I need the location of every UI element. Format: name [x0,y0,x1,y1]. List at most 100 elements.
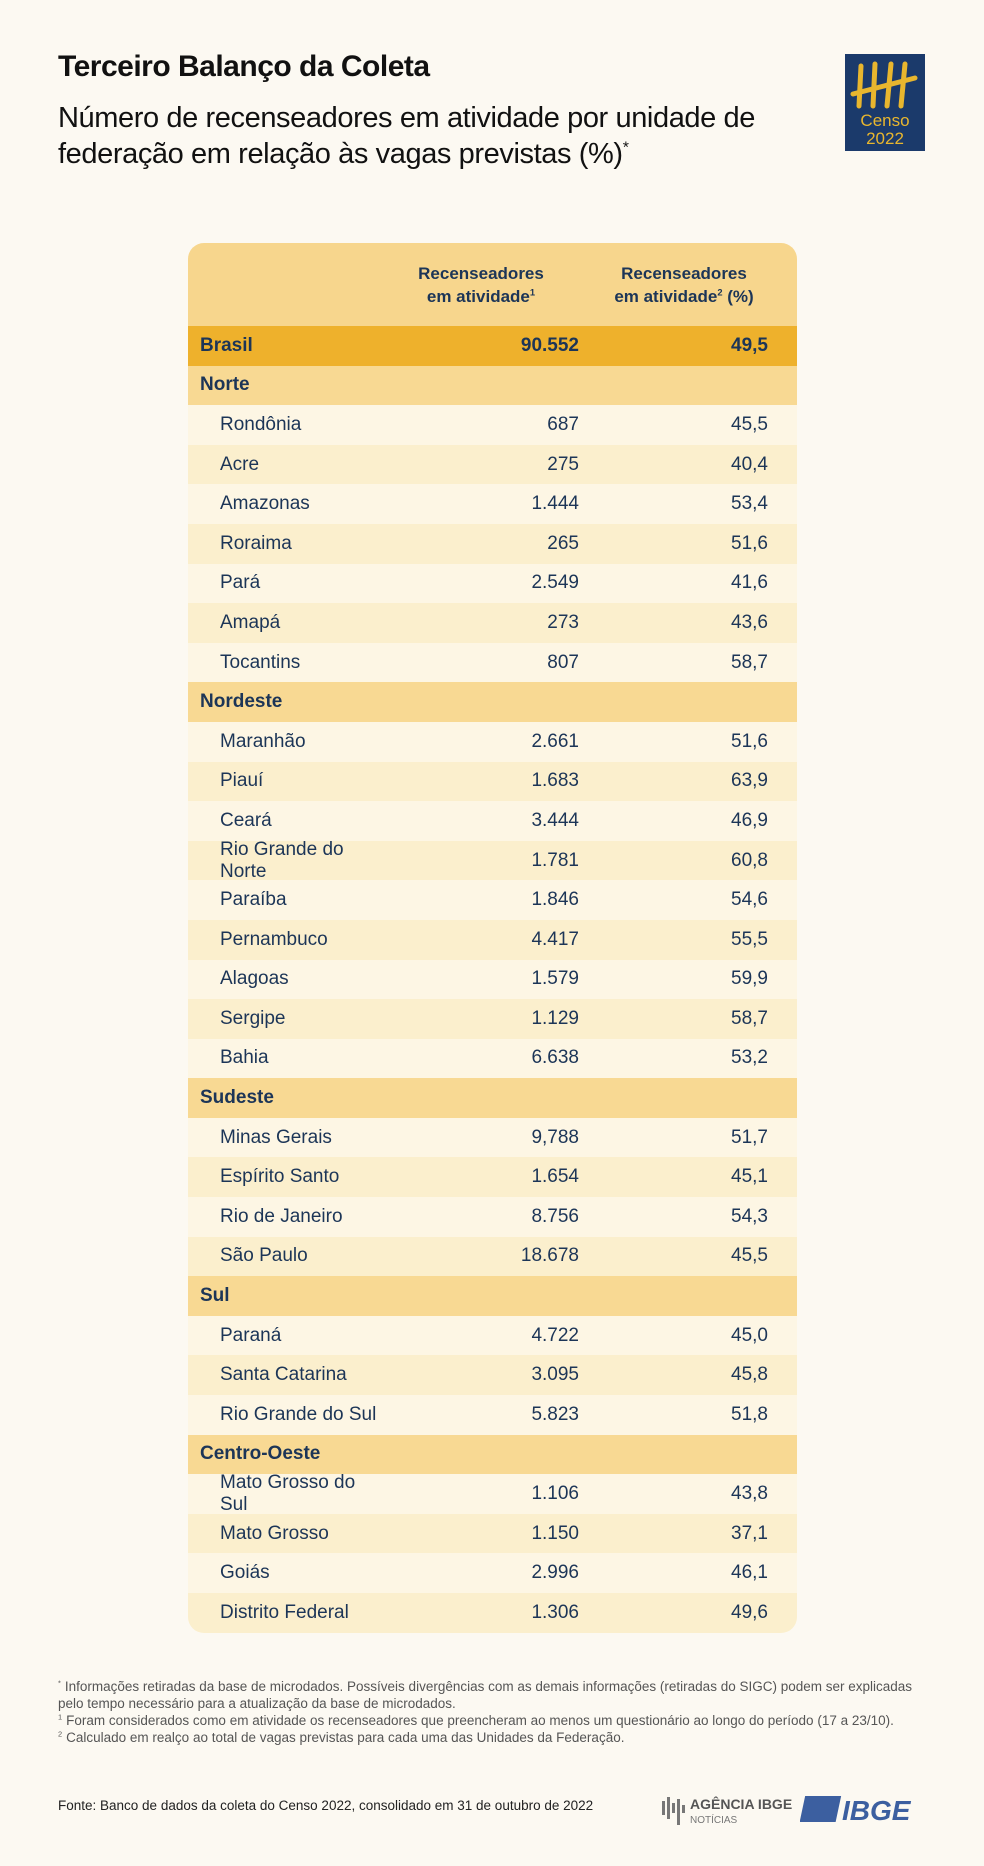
agency-logo: AGÊNCIA IBGE NOTÍCIAS [662,1795,792,1826]
state-row: Pernambuco 4.417 55,5 [188,919,797,960]
state-row: Minas Gerais 9,788 51,7 [188,1117,797,1158]
value-cell: 2.549 [531,572,579,594]
header-cell: Recenseadores em atividade2 (%) [581,262,797,308]
state-row: Amazonas 1.444 53,4 [188,484,797,524]
value-cell: 1.654 [531,1166,579,1188]
header-line: Recenseadores [418,263,544,283]
header-line: Recenseadores [621,263,747,283]
value-cell: 3.095 [531,1364,579,1386]
percent-cell: 58,7 [731,1007,768,1029]
name-cell: Tocantins [220,651,301,673]
header-cell: Recenseadores em atividade1 [383,262,581,308]
state-row: Sergipe 1.129 58,7 [188,999,797,1039]
state-row: Paraná 4.722 45,0 [188,1315,797,1356]
name-cell: Brasil [200,334,253,356]
value-cell: 1.846 [531,889,579,911]
percent-cell: 40,4 [731,453,768,475]
state-row: Acre 275 40,4 [188,444,797,485]
value-cell: 4.722 [531,1324,579,1346]
region-name: Sudeste [200,1087,274,1109]
name-cell: Rio Grande do Sul [220,1403,377,1425]
state-row: Goiás 2.996 46,1 [188,1553,797,1593]
state-row: Maranhão 2.661 51,6 [188,721,797,762]
percent-cell: 45,5 [731,413,768,435]
header-line: em atividade [614,286,718,306]
value-cell: 2.661 [531,730,579,752]
value-cell: 6.638 [531,1047,579,1069]
name-cell: Goiás [220,1562,270,1584]
ibge-icon [800,1796,842,1822]
agency-sub: NOTÍCIAS [690,1813,738,1826]
name-cell: Roraima [220,532,292,554]
header-line: em atividade [426,286,530,306]
name-cell: Rondônia [220,413,302,435]
name-cell: Rio de Janeiro [220,1205,343,1227]
value-cell: 275 [547,453,579,475]
state-row: Rio Grande do Norte 1.781 60,8 [188,839,797,882]
name-cell: Paraná [220,1324,282,1346]
value-cell: 1.106 [531,1483,579,1505]
percent-cell: 46,1 [731,1562,768,1584]
state-row: Espírito Santo 1.654 45,1 [188,1157,797,1198]
name-cell: Acre [220,453,260,475]
agency-icon [662,1797,685,1825]
name-cell: Bahia [220,1047,269,1069]
percent-cell: 46,9 [731,809,768,831]
total-row: Brasil 90.552 49,5 [188,326,797,366]
state-row: Tocantins 807 58,7 [188,642,797,683]
state-row: Bahia 6.638 53,2 [188,1038,797,1079]
region-name: Centro-Oeste [200,1443,321,1465]
title: Terceiro Balanço da Coleta [58,50,430,83]
note-text: Informações retiradas da base de microda… [58,1679,913,1711]
region-row: Nordeste [188,682,797,722]
value-cell: 687 [547,413,579,435]
region-row: Sudeste [188,1078,797,1118]
name-cell: Maranhão [220,730,306,752]
percent-cell: 37,1 [731,1522,768,1544]
name-cell: Alagoas [220,968,289,990]
percent-cell: 45,0 [731,1324,768,1346]
value-cell: 1.683 [531,770,579,792]
region-row: Centro-Oeste [188,1434,797,1475]
header-sup: 1 [529,286,536,297]
percent-cell: 54,6 [731,889,768,911]
state-row: Rondônia 687 45,5 [188,405,797,445]
source: Fonte: Banco de dados da coleta do Censo… [58,1798,594,1813]
percent-cell: 51,6 [731,730,768,752]
percent-cell: 45,5 [731,1245,768,1267]
name-cell: Ceará [220,809,272,831]
state-row: São Paulo 18.678 45,5 [188,1236,797,1277]
name-cell: Santa Catarina [220,1364,347,1386]
percent-cell: 63,9 [731,770,768,792]
header-row: Recenseadores em atividade1 Recenseadores e… [188,243,797,326]
name-cell: Mato Grosso do Sul [220,1472,356,1516]
state-row: Alagoas 1.579 59,9 [188,959,797,1000]
percent-cell: 54,3 [731,1205,768,1227]
value-cell: 18.678 [520,1245,579,1267]
note: 2 Calculado em realço ao total de vagas p… [58,1729,920,1746]
percent-cell: 58,7 [731,651,768,673]
state-row: Rio Grande do Sul 5.823 51,8 [188,1395,797,1435]
percent-cell: 53,2 [731,1047,768,1069]
value-cell: 265 [547,532,579,554]
logo-line1: Censo [860,111,909,130]
value-cell: 1.129 [531,1007,579,1029]
table: Recenseadores em atividade1 Recenseadores e… [188,243,797,1633]
percent-cell: 59,9 [731,968,768,990]
percent-cell: 41,6 [731,572,768,594]
name-cell: Piauí [220,770,264,792]
ibge-name: IBGE [842,1795,912,1826]
percent-cell: 43,6 [731,611,768,633]
name-cell: Amazonas [220,493,310,515]
value-cell: 1.150 [531,1522,579,1544]
name-cell: Sergipe [220,1007,286,1029]
percent-cell: 49,6 [731,1601,768,1623]
value-cell: 8.756 [531,1205,579,1227]
note-text: Calculado em realço ao total de vagas pr… [66,1730,625,1745]
subtitle-sup: * [622,139,629,157]
percent-cell: 53,4 [731,493,768,515]
value-cell: 1.781 [531,849,579,871]
state-row: Pará 2.549 41,6 [188,563,797,604]
value-cell: 2.996 [531,1562,579,1584]
name-cell: Distrito Federal [220,1601,349,1623]
